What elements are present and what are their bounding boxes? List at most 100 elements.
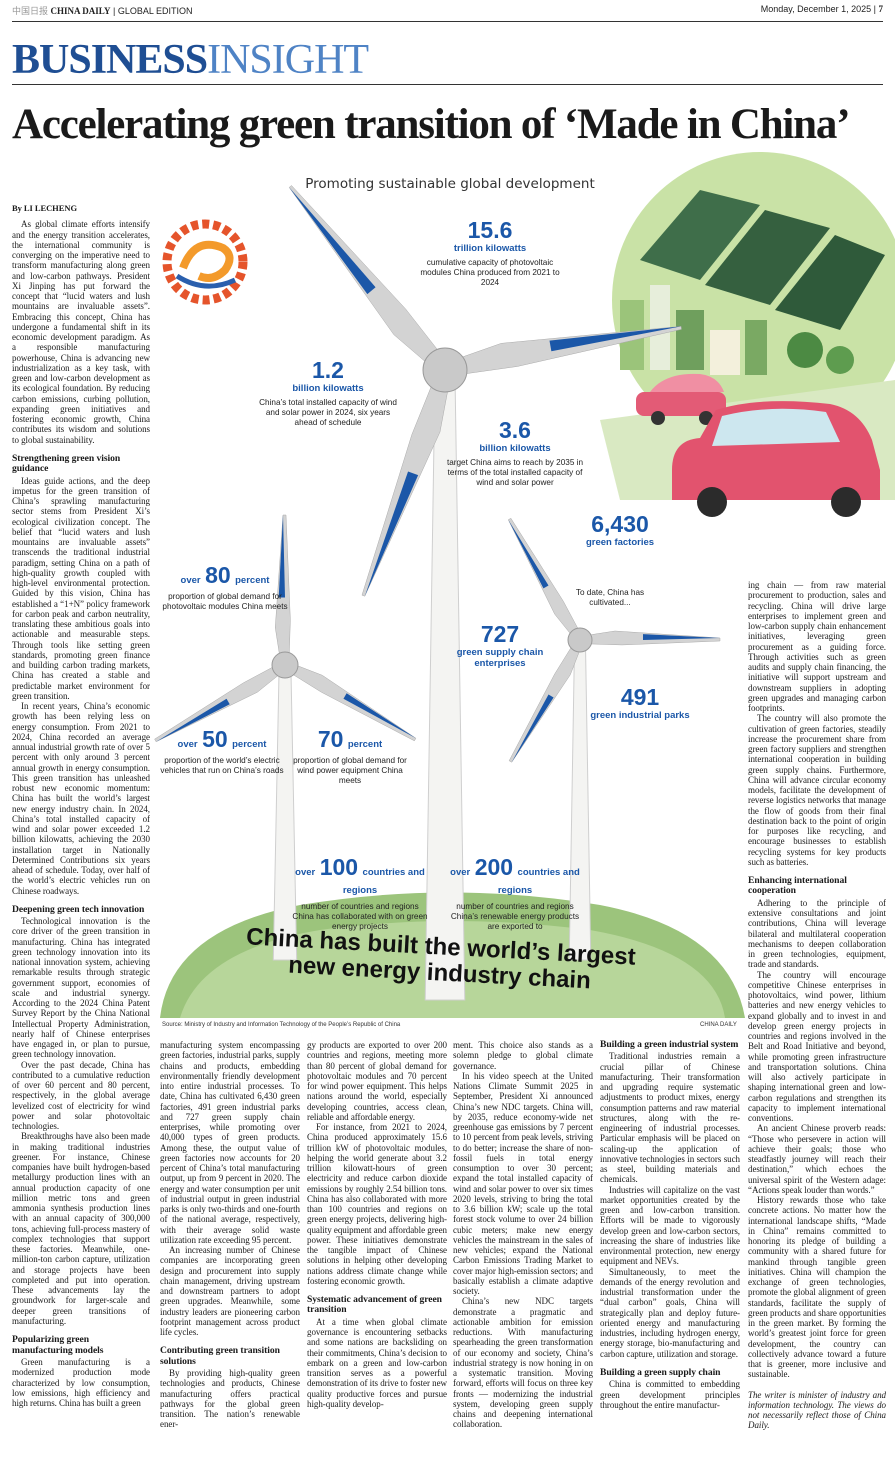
stat-prefix: over xyxy=(177,739,198,750)
stat-number: 50 xyxy=(202,726,228,752)
building xyxy=(650,285,670,370)
source: Source: Ministry of Industry and Informa… xyxy=(162,1022,401,1028)
stat-caption: proportion of the world’s electric vehic… xyxy=(160,756,284,775)
paragraph: Green manufacturing is a modernized prod… xyxy=(12,1357,150,1409)
stat: 15.6 trillion kilowatts cumulative capaci… xyxy=(415,218,565,288)
stat-prefix: over xyxy=(450,867,471,878)
section-title: BUSINESSINSIGHT xyxy=(12,38,369,82)
paragraph: manufacturing system encompassing green … xyxy=(160,1040,300,1245)
blade-tip xyxy=(508,519,549,589)
tree xyxy=(826,346,854,374)
stat-prefix: over xyxy=(180,575,201,586)
stat-unit: percent xyxy=(235,575,270,586)
subheading: Systematic advancement of green transiti… xyxy=(307,1294,442,1316)
stat-unit: billion kilowatts xyxy=(479,443,551,454)
stat: 1.2 billion kilowatts China’s total insta… xyxy=(258,358,398,428)
stat: over 100 countries and regions number of … xyxy=(290,855,430,932)
stat-prefix: over xyxy=(295,867,316,878)
brand: CHINA DAILY xyxy=(50,6,111,16)
building xyxy=(710,330,740,375)
paragraph: Simultaneously, to meet the demands of t… xyxy=(600,1266,740,1359)
blade-tip xyxy=(156,698,230,742)
stat-number: 70 xyxy=(317,726,344,752)
stat-unit: green industrial parks xyxy=(590,710,690,721)
blade-tip xyxy=(289,187,376,295)
wheel xyxy=(697,487,727,517)
stat: 727 green supply chain enterprises xyxy=(440,622,560,669)
stat-unit: green factories xyxy=(585,537,655,548)
text-column: ment. This choice also stands as a solem… xyxy=(453,1040,593,1478)
paragraph: For instance, from 2021 to 2024, China p… xyxy=(307,1122,447,1286)
building xyxy=(745,320,767,375)
blade-tip xyxy=(511,694,554,763)
stat-number: 727 xyxy=(480,621,520,647)
paragraph: China is committed to embedding green de… xyxy=(600,1379,740,1410)
stat: 3.6 billion kilowatts target China aims t… xyxy=(445,418,585,488)
blade-tip xyxy=(278,515,285,598)
paragraph: The country will also promote the cultiv… xyxy=(748,713,886,867)
paragraph: At a time when global climate governance… xyxy=(307,1316,447,1409)
stat-caption: number of countries and regions China’s … xyxy=(450,902,580,931)
stat-note: To date, China has cultivated... xyxy=(575,588,645,607)
stat-unit: percent xyxy=(232,739,267,750)
dateline: Monday, December 1, 2025 | 7 xyxy=(760,4,883,14)
car xyxy=(650,373,724,392)
paragraph: Over the past decade, China has contribu… xyxy=(12,1059,150,1132)
paragraph: By providing high-quality green technolo… xyxy=(160,1368,300,1430)
subheading: Contributing green transition solutions xyxy=(160,1345,280,1367)
logo: 中国日报 xyxy=(12,6,49,16)
subheading: Strengthening green vision guidance xyxy=(12,452,121,475)
swirl xyxy=(175,273,237,289)
subheading: Popularizing green manufacturing models xyxy=(12,1334,104,1356)
turbine-hub xyxy=(422,347,468,393)
stat: over 200 countries and regions number of … xyxy=(445,855,585,932)
car-window xyxy=(712,408,840,446)
blade-tip xyxy=(643,634,720,640)
paragraph: Technological innovation is the core dri… xyxy=(12,916,150,1060)
blade-tip xyxy=(364,471,419,597)
stat-caption: proportion of global demand for photovol… xyxy=(162,592,288,611)
stat-number: 100 xyxy=(319,854,359,880)
subheading: Building a green supply chain xyxy=(600,1366,721,1378)
subheading: Enhancing international cooperation xyxy=(748,875,847,897)
stat-unit: trillion kilowatts xyxy=(453,243,527,254)
stat-unit: percent xyxy=(347,739,383,750)
subheading: Deepening green tech innovation xyxy=(12,903,145,915)
date: Monday, December 1, 2025 xyxy=(760,4,872,14)
green-gear-logo xyxy=(162,219,248,305)
stat-caption: cumulative capacity of photovoltaic modu… xyxy=(420,258,560,287)
text-column: By LI LECHENG As global climate efforts i… xyxy=(12,203,150,1478)
blade-tip xyxy=(549,326,682,352)
infographic-title: Promoting sustainable global development xyxy=(305,176,595,192)
stat: 70 percent proportion of global demand fo… xyxy=(285,727,415,786)
stat: over 50 percent proportion of the world’s… xyxy=(157,727,287,776)
swirl xyxy=(179,240,234,282)
edition: GLOBAL EDITION xyxy=(117,6,193,16)
author-note: The writer is minister of industry and i… xyxy=(748,1389,886,1431)
stat-number: 6,430 xyxy=(591,511,649,537)
byline: By LI LECHENG xyxy=(12,203,78,213)
headline: Accelerating green transition of ‘Made i… xyxy=(12,101,851,148)
paragraph: An ancient Chinese proverb reads: “Those… xyxy=(748,1123,886,1195)
stat-number: 491 xyxy=(620,684,660,710)
paragraph: Ideas guide actions, and the deep impetu… xyxy=(12,475,150,701)
stat-number: 200 xyxy=(474,854,514,880)
paragraph: gy products are exported to over 200 cou… xyxy=(307,1040,447,1122)
paragraph: An increasing number of Chinese companie… xyxy=(160,1245,300,1337)
stat-number: 15.6 xyxy=(467,217,513,243)
stat: over 80 percent proportion of global dema… xyxy=(160,563,290,612)
stat-unit: countries and regions xyxy=(342,867,425,896)
subheading: Building a green industrial system xyxy=(600,1040,739,1050)
paragraph: Breakthroughs have also been made in mak… xyxy=(12,1131,150,1326)
paragraph: History rewards those who take concrete … xyxy=(748,1195,886,1380)
stat-caption: China’s total installed capacity of wind… xyxy=(259,398,397,427)
stat-caption: proportion of global demand for wind pow… xyxy=(293,756,407,785)
paragraph: In recent years, China’s economic growth… xyxy=(12,701,150,896)
paragraph: Traditional industries remain a crucial … xyxy=(600,1051,740,1185)
paragraph: ment. This choice also stands as a solem… xyxy=(453,1040,593,1071)
tree xyxy=(787,332,823,368)
paragraph: Adhering to the principle of extensive c… xyxy=(748,897,886,970)
solar-panel xyxy=(705,210,830,305)
gear xyxy=(162,219,248,305)
paragraph: The country will encourage competitive C… xyxy=(748,969,886,1124)
